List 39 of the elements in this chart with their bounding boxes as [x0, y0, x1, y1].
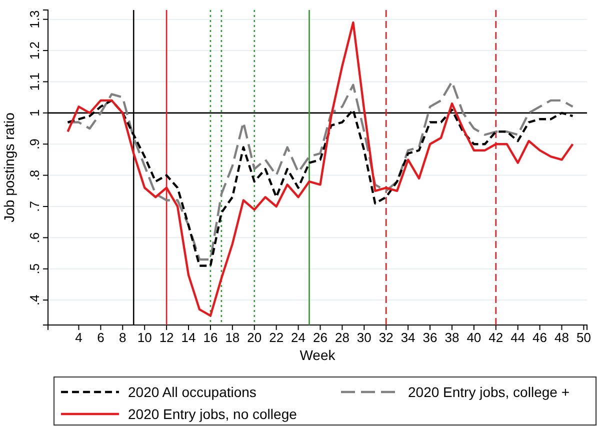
y-tick-label: .7 [27, 201, 42, 212]
x-tick-label: 16 [203, 330, 218, 346]
y-tick-label: .6 [27, 232, 42, 244]
x-tick-label: 44 [510, 330, 526, 346]
x-tick-label: 48 [554, 330, 569, 346]
x-tick-label: 30 [356, 330, 372, 346]
x-tick-label: 10 [137, 330, 152, 346]
legend-label: 2020 Entry jobs, college + [408, 384, 570, 400]
x-tick-label: 26 [313, 330, 328, 346]
x-axis-title: Week [300, 347, 336, 363]
x-tick-label: 34 [400, 330, 416, 346]
x-tick-label: 24 [291, 330, 306, 346]
x-tick-label: 14 [181, 330, 196, 346]
y-tick-label: .9 [27, 138, 42, 150]
y-tick-label: .8 [27, 170, 42, 181]
x-tick-label: 8 [119, 330, 126, 346]
y-axis-title: Job postings ratio [1, 112, 17, 222]
x-tick-label: 42 [488, 330, 504, 346]
x-tick-label: 32 [378, 330, 394, 346]
y-tick-label: .5 [27, 263, 42, 274]
y-tick-label: 1.2 [27, 42, 42, 60]
y-tick-label: 1 [27, 109, 42, 117]
x-tick-label: 28 [334, 330, 350, 346]
legend-label: 2020 Entry jobs, no college [128, 406, 298, 422]
x-tick-label: 36 [422, 330, 438, 346]
x-tick-label: 50 [576, 330, 591, 346]
legend-label: 2020 All occupations [128, 384, 256, 400]
x-tick-label: 4 [75, 330, 82, 346]
x-tick-label: 22 [269, 330, 284, 346]
x-tick-label: 6 [97, 330, 104, 346]
x-tick-label: 46 [532, 330, 548, 346]
x-tick-label: 12 [159, 330, 174, 346]
y-tick-label: .4 [27, 294, 42, 306]
x-tick-label: 18 [225, 330, 240, 346]
y-tick-label: 1.3 [27, 10, 42, 28]
x-tick-label: 40 [466, 330, 482, 346]
x-tick-label: 20 [247, 330, 262, 346]
y-tick-label: 1.1 [27, 72, 42, 91]
x-tick-label: 38 [444, 330, 460, 346]
